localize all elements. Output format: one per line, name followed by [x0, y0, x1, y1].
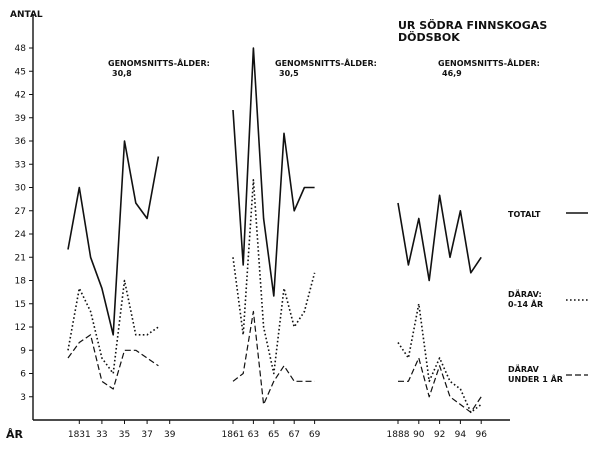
legend-label: TOTALT — [508, 210, 541, 219]
panel-1: GENOMSNITTS-ÅLDER: 30,8 1831 33 35 37 39 — [67, 58, 210, 440]
panel-3: GENOMSNITTS-ÅLDER: 46,9 1888 90 92 94 96 — [387, 58, 540, 440]
x-tick-label: 33 — [96, 430, 107, 440]
x-tick-label: 1831 — [68, 430, 91, 440]
y-tick-label: 27 — [15, 207, 26, 217]
y-tick-label: 6 — [20, 370, 26, 380]
y-tick-label: 18 — [15, 277, 27, 287]
y-tick-label: 33 — [15, 160, 26, 170]
panel-2: GENOMSNITTS-ÅLDER: 30,5 1861 63 65 67 69 — [222, 47, 377, 440]
series-line — [397, 194, 482, 282]
legend-item: DÄRAV: 0-14 ÅR — [508, 289, 588, 309]
y-tick-label: 15 — [15, 300, 26, 310]
y-tick-label: 36 — [15, 137, 27, 147]
y-tick-label: 3 — [20, 393, 26, 403]
series-line — [232, 47, 315, 297]
legend: TOTALT DÄRAV: 0-14 ÅR DÄRAV UNDER 1 ÅR — [508, 210, 588, 384]
panel-annotation: GENOMSNITTS-ÅLDER: 46,9 — [438, 58, 540, 78]
legend-item: TOTALT — [508, 210, 588, 219]
x-tick-label: 96 — [475, 430, 487, 440]
series-line — [398, 357, 482, 413]
x-tick-label: 90 — [413, 430, 425, 440]
x-tick-label: 92 — [434, 430, 445, 440]
x-tick-label: 65 — [268, 430, 279, 440]
x-axis-label: ÅR — [6, 428, 24, 441]
series-line — [232, 179, 316, 375]
series-line — [397, 302, 482, 414]
y-tick-label: 12 — [15, 323, 26, 333]
y-tick-label: 21 — [15, 253, 26, 263]
chart-title: UR SÖDRA FINNSKOGAS DÖDSBOK — [398, 18, 547, 44]
x-tick-label: 1888 — [387, 430, 410, 440]
y-tick-label: 48 — [15, 44, 27, 54]
panel-annotation: GENOMSNITTS-ÅLDER: 30,5 — [275, 58, 377, 78]
y-tick-label: 24 — [15, 230, 27, 240]
series-line — [67, 334, 159, 390]
x-tick-label: 63 — [248, 430, 259, 440]
legend-label: DÄRAV: 0-14 ÅR — [508, 289, 543, 309]
legend-label: DÄRAV UNDER 1 ÅR — [508, 364, 563, 384]
legend-item: DÄRAV UNDER 1 ÅR — [508, 364, 588, 384]
series-line — [67, 140, 160, 336]
y-tick-label: 30 — [15, 184, 27, 194]
panel-annotation: GENOMSNITTS-ÅLDER: 30,8 — [108, 58, 210, 78]
y-tick-label: 42 — [15, 91, 26, 101]
series-line — [67, 279, 159, 375]
x-tick-label: 94 — [455, 430, 467, 440]
x-tick-label: 35 — [119, 430, 130, 440]
y-tick-label: 9 — [20, 346, 26, 356]
x-tick-label: 1861 — [222, 430, 245, 440]
x-tick-label: 67 — [288, 430, 299, 440]
y-axis-label: ANTAL — [10, 10, 43, 20]
x-tick-label: 39 — [164, 430, 176, 440]
x-tick-label: 69 — [309, 430, 321, 440]
series-line — [232, 310, 315, 406]
y-tick-label: 45 — [15, 67, 26, 77]
x-tick-label: 37 — [141, 430, 152, 440]
y-tick-label: 39 — [15, 114, 27, 124]
